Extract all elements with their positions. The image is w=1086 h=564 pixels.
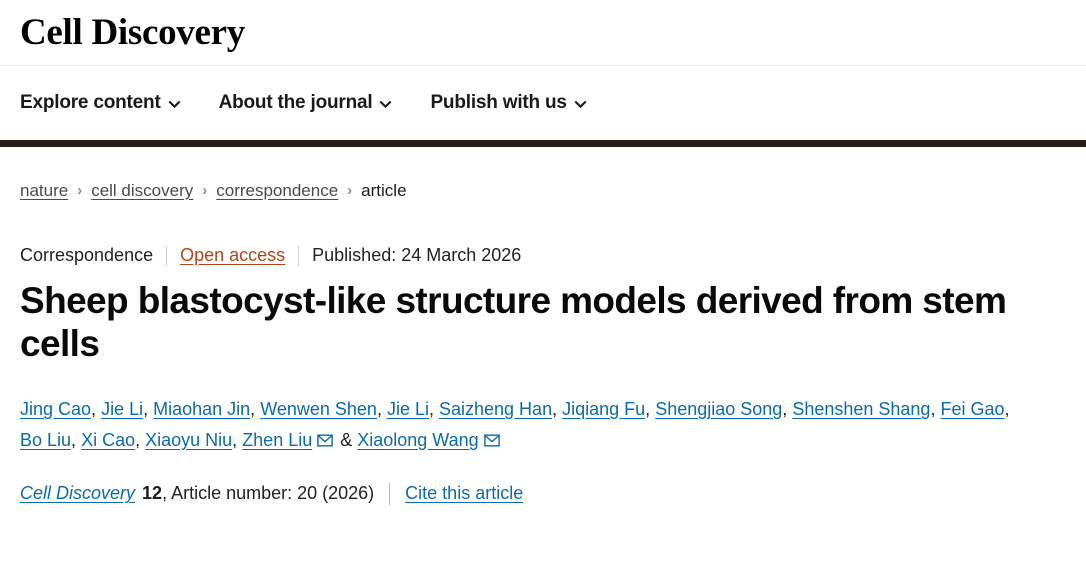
author-link[interactable]: Bo Liu <box>20 429 72 450</box>
author-link[interactable]: Miaohan Jin <box>153 398 251 419</box>
nav-item-about-the-journal[interactable]: About the journal <box>219 92 393 114</box>
article-type-label: Correspondence <box>20 245 154 265</box>
chevron-down-icon <box>574 98 587 111</box>
volume-number: 12 <box>142 483 163 504</box>
primary-navigation: Explore content About the journal Publis… <box>0 66 1086 140</box>
author-separator: , <box>143 398 154 419</box>
author-separator: , <box>1004 398 1010 419</box>
breadcrumb-separator-icon: › <box>202 181 208 199</box>
envelope-icon[interactable] <box>483 434 500 447</box>
article-number-text: , Article number: 20 (2026) <box>162 483 375 504</box>
author-separator: , <box>376 398 387 419</box>
breadcrumb-item-nature[interactable]: nature <box>20 181 69 200</box>
author-link[interactable]: Wenwen Shen <box>260 398 377 419</box>
author-separator: , <box>552 398 563 419</box>
breadcrumb-separator-icon: › <box>77 181 83 199</box>
author-separator: , <box>930 398 941 419</box>
author-link[interactable]: Fei Gao <box>940 398 1005 419</box>
chevron-down-icon <box>168 98 181 111</box>
citation-divider <box>389 482 391 505</box>
author-link[interactable]: Jie Li <box>101 398 144 419</box>
meta-divider <box>166 245 168 266</box>
author-link[interactable]: Zhen Liu <box>242 429 313 450</box>
envelope-icon[interactable] <box>317 434 334 447</box>
breadcrumb: nature › cell discovery › correspondence… <box>20 147 1066 201</box>
nav-bottom-rule <box>0 140 1086 147</box>
journal-link[interactable]: Cell Discovery <box>20 483 136 504</box>
author-link[interactable]: Xiaolong Wang <box>357 429 479 450</box>
author-separator: , <box>428 398 439 419</box>
site-masthead: Cell Discovery <box>0 0 1086 66</box>
nav-item-label: About the journal <box>218 92 373 113</box>
author-separator: , <box>71 429 82 450</box>
article-header-region: nature › cell discovery › correspondence… <box>0 147 1086 505</box>
author-link[interactable]: Xiaoyu Niu <box>145 429 233 450</box>
author-separator: , <box>91 398 102 419</box>
chevron-down-icon <box>379 98 392 111</box>
author-separator: , <box>135 429 146 450</box>
breadcrumb-separator-icon: › <box>347 181 353 199</box>
published-date: Published: 24 March 2026 <box>312 245 522 265</box>
author-link[interactable]: Shenshen Shang <box>792 398 931 419</box>
author-separator: , <box>232 429 243 450</box>
nav-item-publish-with-us[interactable]: Publish with us <box>430 92 587 114</box>
author-link[interactable]: Shengjiao Song <box>655 398 783 419</box>
author-link[interactable]: Jie Li <box>386 398 429 419</box>
author-separator: , <box>782 398 793 419</box>
nav-item-explore-content[interactable]: Explore content <box>20 92 181 114</box>
page-title: Sheep blastocyst-like structure models d… <box>20 280 1007 364</box>
breadcrumb-item-article: article <box>361 181 407 200</box>
breadcrumb-item-cell-discovery[interactable]: cell discovery <box>91 181 194 200</box>
author-link[interactable]: Saizheng Han <box>439 398 553 419</box>
breadcrumb-item-correspondence[interactable]: correspondence <box>216 181 339 200</box>
author-separator: , <box>645 398 656 419</box>
nav-item-label: Publish with us <box>430 92 567 113</box>
author-separator: , <box>250 398 261 419</box>
nav-item-label: Explore content <box>20 92 161 113</box>
author-link[interactable]: Jing Cao <box>20 398 92 419</box>
citation-line: Cell Discovery 12 , Article number: 20 (… <box>20 482 1066 505</box>
cite-this-article-link[interactable]: Cite this article <box>405 483 524 504</box>
article-meta-row: Correspondence Open access Published: 24… <box>20 245 1066 266</box>
author-list: Jing Cao, Jie Li, Miaohan Jin, Wenwen Sh… <box>20 394 1030 456</box>
author-ampersand: & <box>335 429 358 450</box>
author-link[interactable]: Xi Cao <box>81 429 136 450</box>
author-link[interactable]: Jiqiang Fu <box>562 398 646 419</box>
meta-divider <box>298 245 300 266</box>
journal-logo-title[interactable]: Cell Discovery <box>20 12 245 53</box>
open-access-link[interactable]: Open access <box>180 245 286 265</box>
